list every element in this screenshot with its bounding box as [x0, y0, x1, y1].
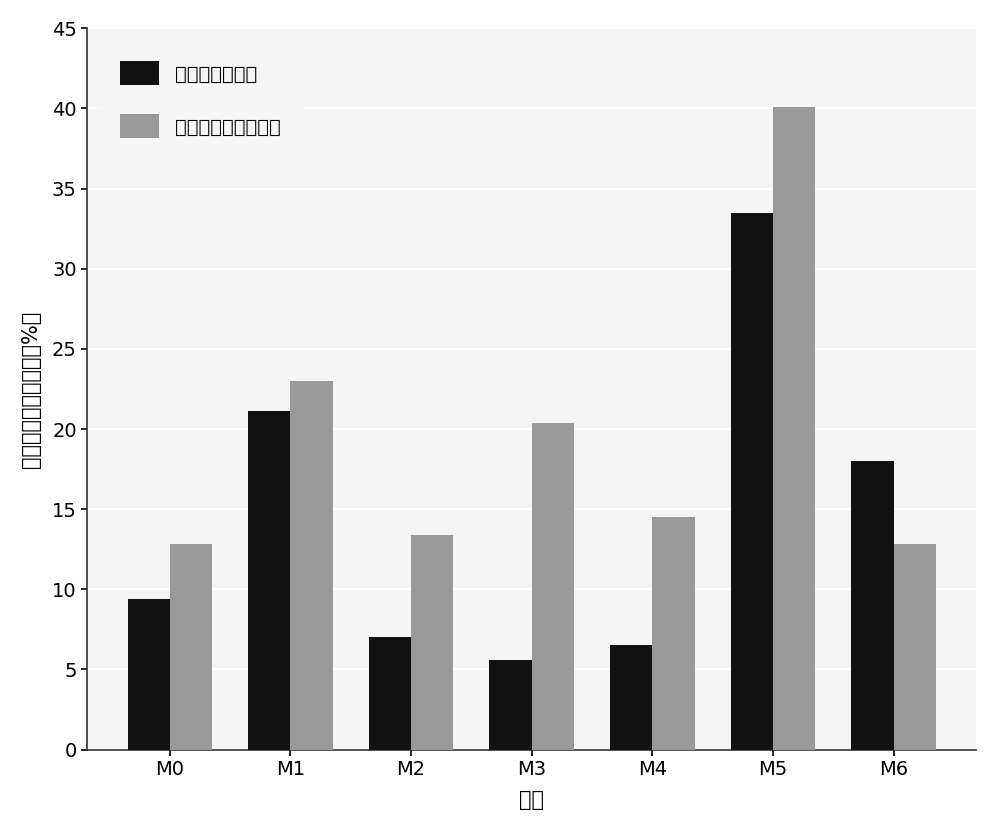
Bar — [169, 544, 212, 750]
Legend: 二噌英类总浓度, 二噌英类总毒性当量: 二噌英类总浓度, 二噌英类总毒性当量 — [97, 38, 304, 161]
Bar — [773, 107, 816, 750]
Bar — [610, 646, 652, 750]
Y-axis label: 平均绝对百分比误差（%）: 平均绝对百分比误差（%） — [21, 310, 41, 468]
X-axis label: 模型: 模型 — [519, 790, 544, 810]
Bar — [128, 599, 169, 750]
Bar — [531, 423, 574, 750]
Bar — [490, 660, 531, 750]
Bar — [369, 637, 411, 750]
Bar — [893, 544, 936, 750]
Bar — [248, 411, 290, 750]
Bar — [731, 213, 773, 750]
Bar — [290, 381, 333, 750]
Bar — [851, 461, 893, 750]
Bar — [411, 535, 454, 750]
Bar — [652, 517, 695, 750]
